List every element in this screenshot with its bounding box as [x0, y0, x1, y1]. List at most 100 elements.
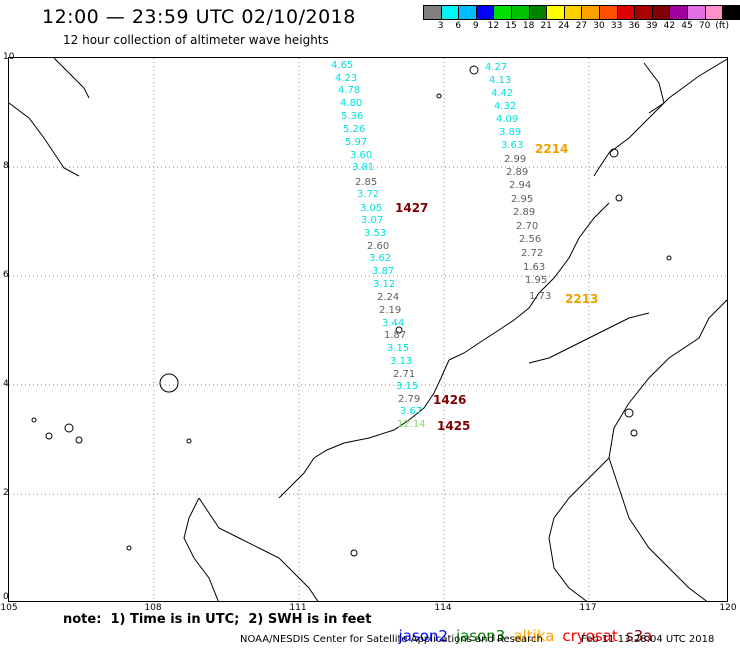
color-swatch [598, 5, 617, 20]
color-scale-label: 36 [628, 21, 640, 31]
swh-value: 4.78 [338, 85, 361, 96]
swh-value: 12.14 [397, 419, 426, 430]
swh-value: 2.60 [367, 241, 390, 252]
pass-time-label: 1427 [395, 201, 429, 215]
swh-value: 5.26 [343, 124, 366, 135]
color-swatch [563, 5, 582, 20]
lat-label: 10 [3, 52, 15, 62]
swh-value: 4.32 [494, 101, 517, 112]
color-swatch [423, 5, 441, 20]
swh-value: 4.42 [491, 88, 514, 99]
swh-value: 1.63 [523, 262, 546, 273]
swh-value: 3.13 [390, 356, 413, 367]
legend-cryosat: cryosat [562, 627, 618, 645]
swh-value: 3.60 [350, 150, 373, 161]
swh-value: 2.71 [393, 369, 416, 380]
lat-lon-grid [9, 58, 727, 601]
color-scale-label: 9 [472, 21, 479, 31]
swh-value: 1.87 [384, 330, 407, 341]
swh-value: 2.95 [511, 194, 534, 205]
swh-value: 3.15 [396, 381, 419, 392]
color-swatch [686, 5, 705, 20]
swh-value: 3.62 [369, 253, 392, 264]
credit-line: NOAA/NESDIS Center for Satellite Applica… [240, 634, 543, 645]
swh-value: 2.79 [398, 394, 421, 405]
swh-value: 3.81 [352, 162, 375, 173]
pass-time-label: 1426 [433, 393, 467, 407]
color-scale-label: 70 [698, 21, 711, 31]
color-scale-label: 33 [610, 21, 623, 31]
lat-label: 8 [3, 161, 9, 171]
color-swatch [528, 5, 547, 20]
lat-label: 2 [3, 488, 9, 498]
swh-value: 1.95 [525, 275, 548, 286]
swh-value: 2.99 [504, 154, 527, 165]
legend-jason3: jason3 [455, 627, 506, 645]
color-scale-label: 27 [575, 21, 588, 31]
lon-label: 111 [289, 603, 307, 613]
swh-value: 2.19 [379, 305, 402, 316]
map-area: 4.65 4.23 4.78 4.80 5.36 5.26 5.97 3.60 … [8, 57, 728, 602]
color-scale-label: 21 [540, 21, 552, 31]
lon-label: 114 [434, 603, 452, 613]
swh-value: 4.65 [331, 60, 354, 71]
swh-value: 4.09 [496, 114, 519, 125]
swh-value: 3.15 [387, 343, 410, 354]
lon-label: 117 [579, 603, 597, 613]
pass-time-label: 2214 [535, 142, 569, 156]
pass-time-label: 1425 [437, 419, 471, 433]
swh-value: 2.72 [521, 248, 544, 259]
lon-label: 120 [719, 603, 737, 613]
color-swatch [440, 5, 459, 20]
swh-value: 3.07 [361, 215, 384, 226]
color-swatch [581, 5, 599, 20]
swh-value: 2.89 [506, 167, 529, 178]
swh-value: 3.53 [364, 228, 387, 239]
swh-value: 3.44 [382, 318, 405, 329]
color-scale-label: 45 [681, 21, 693, 31]
color-swatch [493, 5, 511, 20]
legend-altika: altika [513, 627, 555, 645]
color-swatch [475, 5, 494, 20]
swh-value: 3.12 [373, 279, 396, 290]
swh-value: 2.70 [516, 221, 539, 232]
color-scale-label: 3 [437, 21, 444, 31]
lat-label: 0 [3, 592, 9, 602]
swh-value: 3.87 [372, 266, 395, 277]
lat-label: 6 [3, 270, 9, 280]
color-swatch [634, 5, 652, 20]
swh-value: 2.94 [509, 180, 532, 191]
footer-note: note: 1) Time is in UTC; 2) SWH is in fe… [63, 612, 372, 627]
color-scale-label: 18 [522, 21, 535, 31]
color-swatch [616, 5, 635, 20]
generated-timestamp: Feb 11 13:28:04 UTC 2018 [581, 634, 715, 645]
swh-value: 1.73 [529, 291, 552, 302]
swh-value: 2.89 [513, 207, 536, 218]
swh-value: 3.05 [360, 203, 383, 214]
swh-value: 3.89 [499, 127, 522, 138]
swh-value: 3.67 [400, 406, 423, 417]
color-swatch [546, 5, 564, 20]
swh-value: 4.23 [335, 73, 358, 84]
swh-value: 3.63 [501, 140, 524, 151]
legend-jason2: jason2 [398, 627, 448, 645]
coastlines [9, 58, 727, 601]
color-swatch [651, 5, 670, 20]
color-scale-label: 15 [505, 21, 517, 31]
legend-s3a: s3a [625, 627, 653, 645]
coastline-layer [9, 58, 727, 601]
swh-value: 2.85 [355, 177, 378, 188]
color-scale-label: 24 [558, 21, 570, 31]
map-subtitle: 12 hour collection of altimeter wave hei… [63, 33, 329, 47]
color-swatch [458, 5, 476, 20]
pass-time-label: 2213 [565, 292, 599, 306]
swh-value: 5.97 [345, 137, 368, 148]
lon-label: 105 [0, 603, 18, 613]
color-scale-bar [423, 5, 740, 20]
color-scale-label: 42 [663, 21, 676, 31]
satellite-legend: jason2 jason3 altika cryosat s3a [389, 609, 660, 645]
color-swatch [722, 5, 740, 20]
color-scale-label: 39 [646, 21, 658, 31]
swh-value: 2.24 [377, 292, 400, 303]
color-swatch [704, 5, 723, 20]
